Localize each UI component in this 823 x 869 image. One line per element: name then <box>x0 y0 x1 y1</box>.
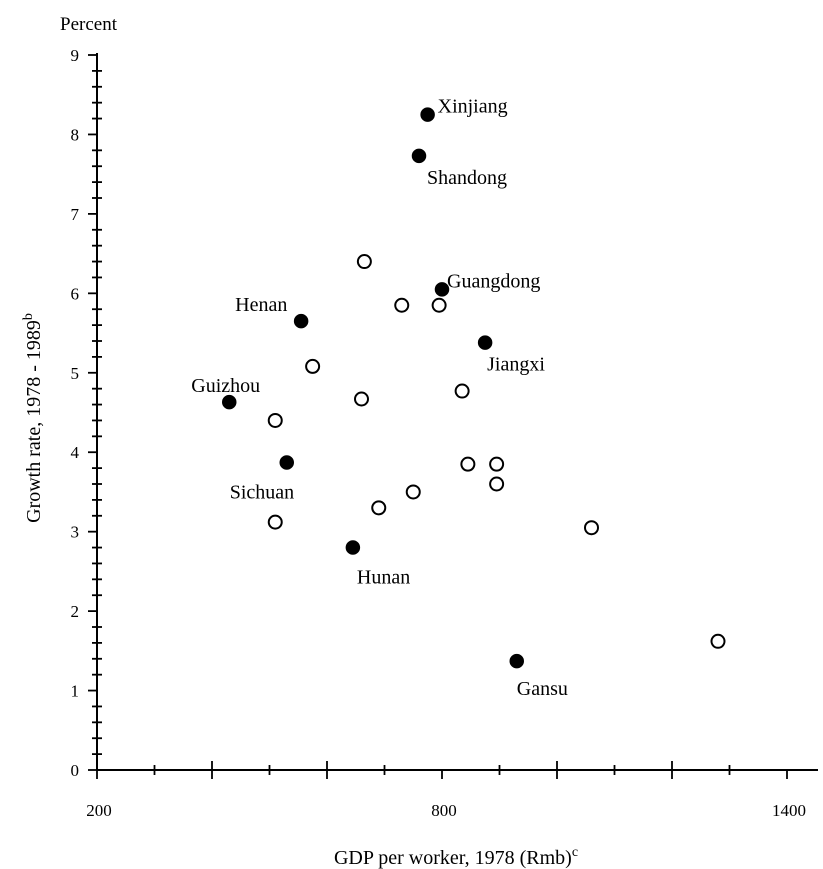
data-point-open <box>584 520 599 536</box>
data-points <box>222 107 726 669</box>
data-point-open <box>356 254 372 270</box>
x-tick-label: 1400 <box>772 801 806 820</box>
data-point-filled <box>345 540 361 555</box>
y-tick-label: 5 <box>71 364 80 383</box>
tick-labels: 012345678920080014002000260032003800 <box>71 46 807 820</box>
data-point-open <box>710 633 726 649</box>
x-tick-label: 800 <box>431 801 457 820</box>
data-point-open <box>460 456 476 472</box>
y-tick-label: 6 <box>71 284 80 303</box>
point-labels: Xinjiang Shandong Guangdong Henan Jiangxi Gui… <box>191 96 568 701</box>
point-label-guizhou: Guizhou <box>191 375 260 397</box>
data-point-open <box>354 391 369 407</box>
data-point-filled <box>509 653 524 669</box>
data-point-filled <box>434 282 450 297</box>
y-tick-label: 0 <box>71 761 80 780</box>
data-point-filled <box>420 107 435 122</box>
y-tick-label: 2 <box>71 602 80 621</box>
point-label-shandong: Shandong <box>427 167 507 189</box>
point-label-jiangxi: Jiangxi <box>487 354 545 376</box>
y-tick-label: 4 <box>71 443 80 462</box>
data-point-filled <box>411 148 427 164</box>
data-point-filled <box>293 313 309 329</box>
y-axis-title: Growth rate, 1978 - 1989b <box>21 313 45 523</box>
point-label-hunan: Hunan <box>357 567 410 589</box>
data-point-filled <box>279 455 294 470</box>
x-tick-label: 200 <box>86 801 112 820</box>
point-label-henan: Henan <box>235 294 287 316</box>
y-tick-label: 1 <box>71 682 80 701</box>
data-point-filled <box>222 394 237 410</box>
data-point-open <box>489 456 505 472</box>
data-point-open <box>371 500 387 516</box>
data-point-open <box>394 297 410 313</box>
data-point-open <box>305 358 321 374</box>
tick-marks <box>88 54 788 779</box>
y-tick-label: 8 <box>71 125 80 144</box>
point-label-xinjiang: Xinjiang <box>438 96 508 118</box>
data-point-open <box>431 297 447 313</box>
axes-group: 012345678920080014002000260032003800 <box>71 46 818 820</box>
y-tick-label: 9 <box>71 46 80 65</box>
data-point-open <box>489 476 505 492</box>
point-label-sichuan: Sichuan <box>230 482 294 504</box>
data-point-open <box>267 412 283 428</box>
data-point-open <box>405 484 421 500</box>
point-label-guangdong: Guangdong <box>447 270 540 292</box>
x-axis-title: GDP per worker, 1978 (Rmb)c <box>334 845 578 869</box>
point-label-gansu: Gansu <box>517 678 568 700</box>
y-tick-label: 7 <box>71 205 80 224</box>
y-unit-label: Percent <box>60 14 118 35</box>
data-point-open <box>267 514 283 530</box>
data-point-filled <box>477 335 493 350</box>
data-point-open <box>454 383 470 399</box>
y-tick-label: 3 <box>71 523 80 542</box>
